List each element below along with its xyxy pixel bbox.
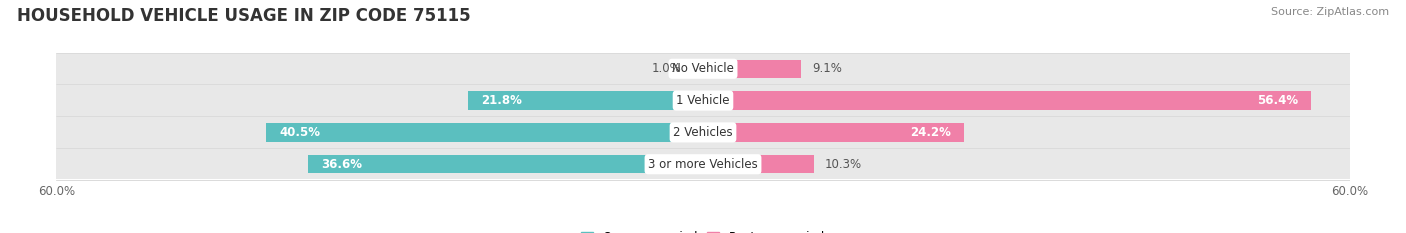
Text: 10.3%: 10.3% [825,158,862,171]
Bar [692,60,703,78]
Bar [468,91,703,110]
Bar [308,155,703,173]
Bar [56,117,1350,147]
Text: 40.5%: 40.5% [280,126,321,139]
Text: 24.2%: 24.2% [910,126,950,139]
Bar [703,155,814,173]
Bar [267,123,703,142]
Text: 36.6%: 36.6% [322,158,363,171]
Text: HOUSEHOLD VEHICLE USAGE IN ZIP CODE 75115: HOUSEHOLD VEHICLE USAGE IN ZIP CODE 7511… [17,7,471,25]
Text: 21.8%: 21.8% [481,94,522,107]
Legend: Owner-occupied, Renter-occupied: Owner-occupied, Renter-occupied [581,231,825,233]
Text: 3 or more Vehicles: 3 or more Vehicles [648,158,758,171]
Text: Source: ZipAtlas.com: Source: ZipAtlas.com [1271,7,1389,17]
Text: 2 Vehicles: 2 Vehicles [673,126,733,139]
Text: No Vehicle: No Vehicle [672,62,734,75]
Bar [703,91,1310,110]
Bar [56,149,1350,179]
Bar [703,60,801,78]
Bar [703,123,965,142]
Bar [56,86,1350,116]
Text: 1 Vehicle: 1 Vehicle [676,94,730,107]
Text: 1.0%: 1.0% [652,62,682,75]
Text: 56.4%: 56.4% [1257,94,1298,107]
Text: 9.1%: 9.1% [811,62,842,75]
Bar [56,54,1350,84]
